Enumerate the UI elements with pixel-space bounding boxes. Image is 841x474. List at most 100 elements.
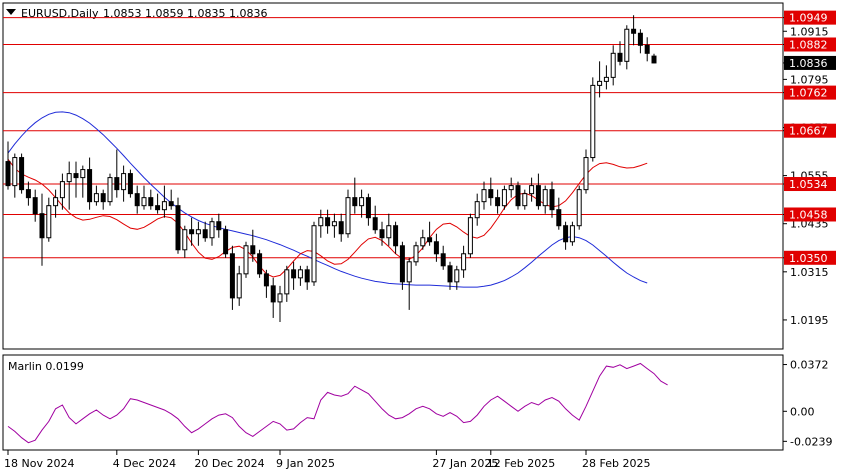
candle[interactable] bbox=[488, 177, 494, 206]
candle[interactable] bbox=[250, 229, 256, 262]
candle[interactable] bbox=[624, 25, 630, 70]
candle-body-bearish bbox=[202, 229, 208, 239]
candle[interactable] bbox=[209, 217, 215, 246]
candle[interactable] bbox=[352, 177, 358, 214]
candle[interactable] bbox=[80, 165, 86, 198]
candle[interactable] bbox=[474, 193, 480, 226]
candle[interactable] bbox=[12, 153, 18, 198]
candle[interactable] bbox=[644, 37, 650, 62]
candle[interactable] bbox=[134, 185, 140, 214]
candle[interactable] bbox=[359, 189, 365, 218]
candle[interactable] bbox=[379, 221, 385, 246]
candle[interactable] bbox=[495, 189, 501, 214]
candle[interactable] bbox=[148, 189, 154, 210]
candle[interactable] bbox=[39, 193, 45, 266]
oscillator-panel-frame bbox=[2, 354, 784, 451]
candle[interactable] bbox=[556, 197, 562, 230]
candle[interactable] bbox=[53, 189, 59, 218]
candle[interactable] bbox=[583, 149, 589, 194]
candle[interactable] bbox=[25, 181, 31, 206]
candle[interactable] bbox=[399, 241, 405, 290]
candle[interactable] bbox=[229, 245, 235, 310]
candle[interactable] bbox=[66, 161, 72, 210]
candle[interactable] bbox=[467, 213, 473, 258]
candle[interactable] bbox=[386, 213, 392, 246]
candle[interactable] bbox=[189, 217, 195, 246]
candle[interactable] bbox=[603, 65, 609, 90]
candle[interactable] bbox=[515, 181, 521, 210]
candle[interactable] bbox=[569, 221, 575, 246]
candle[interactable] bbox=[420, 229, 426, 250]
candle[interactable] bbox=[100, 189, 106, 210]
candle[interactable] bbox=[73, 161, 79, 198]
candle[interactable] bbox=[263, 269, 269, 298]
candle[interactable] bbox=[508, 177, 514, 198]
candle[interactable] bbox=[331, 213, 337, 238]
candle[interactable] bbox=[406, 257, 412, 310]
candle[interactable] bbox=[481, 181, 487, 210]
candle[interactable] bbox=[304, 265, 310, 290]
candle[interactable] bbox=[223, 225, 229, 258]
menu-triangle-icon[interactable] bbox=[6, 9, 16, 15]
candle[interactable] bbox=[440, 245, 446, 270]
candle[interactable] bbox=[522, 189, 528, 210]
candle[interactable] bbox=[87, 157, 93, 210]
candle[interactable] bbox=[617, 41, 623, 66]
candle[interactable] bbox=[121, 165, 127, 202]
candle[interactable] bbox=[454, 265, 460, 290]
candle[interactable] bbox=[461, 245, 467, 278]
candle[interactable] bbox=[93, 185, 99, 206]
candle[interactable] bbox=[413, 241, 419, 266]
candle[interactable] bbox=[372, 205, 378, 234]
candle[interactable] bbox=[141, 185, 147, 210]
candle[interactable] bbox=[168, 189, 174, 210]
candle[interactable] bbox=[535, 173, 541, 210]
candle[interactable] bbox=[127, 169, 133, 198]
candle[interactable] bbox=[345, 189, 351, 238]
candle[interactable] bbox=[236, 265, 242, 306]
candle[interactable] bbox=[631, 15, 637, 46]
candle[interactable] bbox=[447, 261, 453, 290]
candle[interactable] bbox=[107, 173, 113, 206]
candle[interactable] bbox=[501, 185, 507, 210]
candle[interactable] bbox=[651, 53, 657, 64]
candle[interactable] bbox=[297, 265, 303, 286]
candle[interactable] bbox=[216, 213, 222, 238]
candle[interactable] bbox=[433, 233, 439, 262]
candle[interactable] bbox=[393, 221, 399, 254]
candle[interactable] bbox=[318, 209, 324, 238]
candle[interactable] bbox=[270, 277, 276, 318]
candle[interactable] bbox=[590, 77, 596, 162]
candle-body-bearish bbox=[399, 245, 405, 283]
candle[interactable] bbox=[291, 261, 297, 290]
candle[interactable] bbox=[542, 185, 548, 214]
candle[interactable] bbox=[311, 221, 317, 286]
candle[interactable] bbox=[114, 149, 120, 198]
candle[interactable] bbox=[284, 265, 290, 302]
candle[interactable] bbox=[549, 181, 555, 218]
candle[interactable] bbox=[175, 197, 181, 254]
candle[interactable] bbox=[46, 197, 52, 242]
candle[interactable] bbox=[155, 193, 161, 214]
candle[interactable] bbox=[365, 193, 371, 226]
candle[interactable] bbox=[529, 177, 535, 202]
candle[interactable] bbox=[597, 61, 603, 98]
candle[interactable] bbox=[257, 249, 263, 278]
candle[interactable] bbox=[338, 213, 344, 242]
candle[interactable] bbox=[610, 45, 616, 86]
candle[interactable] bbox=[195, 221, 201, 246]
candle[interactable] bbox=[277, 285, 283, 322]
candle[interactable] bbox=[243, 241, 249, 278]
candle[interactable] bbox=[325, 209, 331, 234]
candle[interactable] bbox=[427, 221, 433, 246]
candle[interactable] bbox=[32, 189, 38, 222]
candle[interactable] bbox=[182, 225, 188, 258]
candle[interactable] bbox=[161, 185, 167, 218]
candle[interactable] bbox=[563, 221, 569, 250]
candle[interactable] bbox=[59, 173, 65, 210]
candle[interactable] bbox=[202, 221, 208, 242]
candle[interactable] bbox=[576, 185, 582, 230]
candle[interactable] bbox=[5, 141, 11, 190]
candle[interactable] bbox=[19, 153, 25, 194]
candle[interactable] bbox=[637, 29, 643, 54]
